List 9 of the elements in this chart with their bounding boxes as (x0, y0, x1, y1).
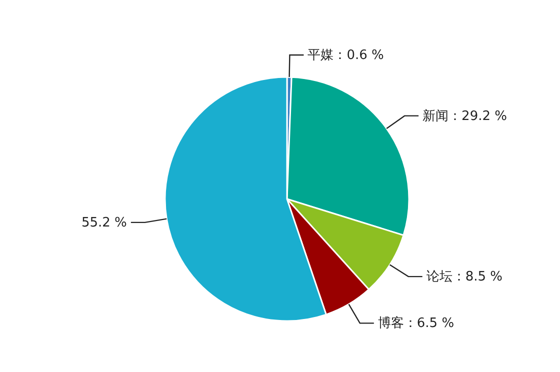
data-label: ：6.5 % (404, 316, 454, 332)
slice-label: 平媒 (308, 48, 334, 64)
slice-label: 博客 (378, 315, 404, 332)
slice-label: 新闻 (422, 108, 449, 124)
data-label: ：29.2 % (448, 108, 507, 124)
slice-label: 论坛 (426, 270, 452, 285)
data-label: ：8.5 % (452, 270, 503, 285)
data-label: ：0.6 % (334, 48, 384, 64)
data-label: 55.2 % (81, 215, 127, 230)
